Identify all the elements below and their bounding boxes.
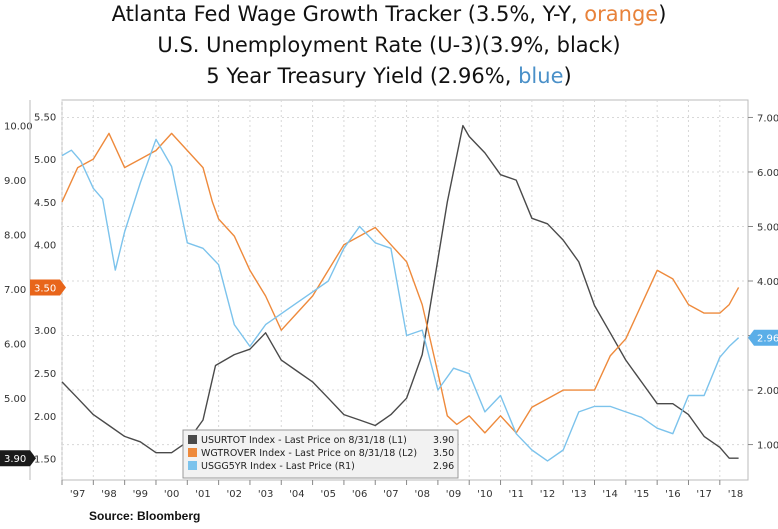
title-3-suffix: ) <box>563 64 572 88</box>
legend-swatch-treasury <box>188 461 197 470</box>
x-tick-label: '99 <box>133 489 148 500</box>
last-value-tag-unemployment: 3.90 <box>0 450 36 467</box>
x-tick-label: '00 <box>164 489 179 500</box>
title-1-text: Atlanta Fed Wage Growth Tracker (3.5%, Y… <box>111 2 585 26</box>
left1-tick-label: 10.00 <box>4 122 33 133</box>
legend-value-unemployment: 3.90 <box>433 435 454 446</box>
legend-value-wage: 3.50 <box>433 448 454 459</box>
left2-tick-label: 2.00 <box>34 412 56 423</box>
plot-area <box>61 99 749 481</box>
x-tick-label: '02 <box>227 489 242 500</box>
x-tick-label: '04 <box>289 489 304 500</box>
x-tick-label: '12 <box>540 489 555 500</box>
x-tick-label: '08 <box>414 489 429 500</box>
last-value-tag-unemployment-shape <box>0 450 36 467</box>
source-note: Source: Bloomberg <box>89 509 201 523</box>
legend-label-wage: WGTROVER Index - Last Price on 8/31/18 (… <box>201 448 417 459</box>
x-tick-label: '18 <box>728 489 743 500</box>
x-tick-label: '09 <box>446 489 461 500</box>
left2-tick-label: 4.00 <box>34 241 56 252</box>
legend-label-unemployment: USURTOT Index - Last Price on 8/31/18 (L… <box>201 435 407 446</box>
x-tick-label: '06 <box>352 489 367 500</box>
last-value-tag-treasury-shape <box>748 329 778 346</box>
x-tick-label: '01 <box>195 489 210 500</box>
x-tick-label: '15 <box>634 489 649 500</box>
last-value-tag-wage: 3.50 <box>30 279 66 296</box>
legend-box <box>182 429 459 479</box>
title-1-highlight: orange <box>584 2 659 26</box>
legend: USURTOT Index - Last Price on 8/31/18 (L… <box>182 429 459 479</box>
right-tick-label: 5.00 <box>757 222 778 233</box>
chart-title-line-3: 5 Year Treasury Yield (2.96%, blue) <box>0 64 778 88</box>
last-value-tag-treasury: 2.96 <box>748 329 778 346</box>
x-tick-label: '07 <box>383 489 398 500</box>
x-tick-label: '16 <box>665 489 680 500</box>
right-tick-label: 1.00 <box>757 441 778 452</box>
series-line-unemployment <box>61 124 739 459</box>
left2-tick-label: 5.50 <box>34 112 56 123</box>
left2-tick-label: 4.50 <box>34 198 56 209</box>
x-tick-label: '10 <box>477 489 492 500</box>
last-value-tag-wage-shape <box>30 279 66 296</box>
left1-tick-label: 6.00 <box>4 340 26 351</box>
x-tick-label: '98 <box>101 489 116 500</box>
x-tick-label: '05 <box>321 489 336 500</box>
left2-tick-label: 2.50 <box>34 369 56 380</box>
left1-tick-label: 9.00 <box>4 176 26 187</box>
last-value-tag-treasury-label: 2.96 <box>757 334 778 345</box>
right-tick-label: 7.00 <box>757 113 778 124</box>
last-value-tag-wage-label: 3.50 <box>34 283 56 294</box>
x-tick-label: '13 <box>571 489 586 500</box>
left2-tick-label: 1.50 <box>34 455 56 466</box>
chart-title-line-1: Atlanta Fed Wage Growth Tracker (3.5%, Y… <box>0 2 778 26</box>
right-tick-label: 2.00 <box>757 386 778 397</box>
title-3-highlight: blue <box>518 64 564 88</box>
left1-tick-label: 7.00 <box>4 285 26 296</box>
x-tick-label: '03 <box>258 489 273 500</box>
right-tick-label: 6.00 <box>757 168 778 179</box>
legend-value-treasury: 2.96 <box>433 461 454 472</box>
left2-tick-label: 5.00 <box>34 155 56 166</box>
last-value-tag-unemployment-label: 3.90 <box>4 454 26 465</box>
x-tick-label: '11 <box>508 489 523 500</box>
legend-swatch-wage <box>188 448 197 457</box>
series-line-treasury <box>61 138 740 462</box>
title-1-suffix: ) <box>658 2 667 26</box>
x-tick-label: '17 <box>696 489 711 500</box>
x-tick-label: '97 <box>70 489 85 500</box>
left1-tick-label: 8.00 <box>4 231 26 242</box>
title-3-text: 5 Year Treasury Yield (2.96%, <box>206 64 519 88</box>
left1-tick-label: 5.00 <box>4 394 26 405</box>
right-tick-label: 4.00 <box>757 277 778 288</box>
x-tick-label: '14 <box>602 489 617 500</box>
legend-swatch-unemployment <box>188 435 197 444</box>
chart-title-line-2: U.S. Unemployment Rate (U-3)(3.9%, black… <box>157 33 621 57</box>
left2-tick-label: 3.00 <box>34 326 56 337</box>
legend-label-treasury: USGG5YR Index - Last Price (R1) <box>201 461 355 472</box>
series-line-wage <box>61 132 740 434</box>
